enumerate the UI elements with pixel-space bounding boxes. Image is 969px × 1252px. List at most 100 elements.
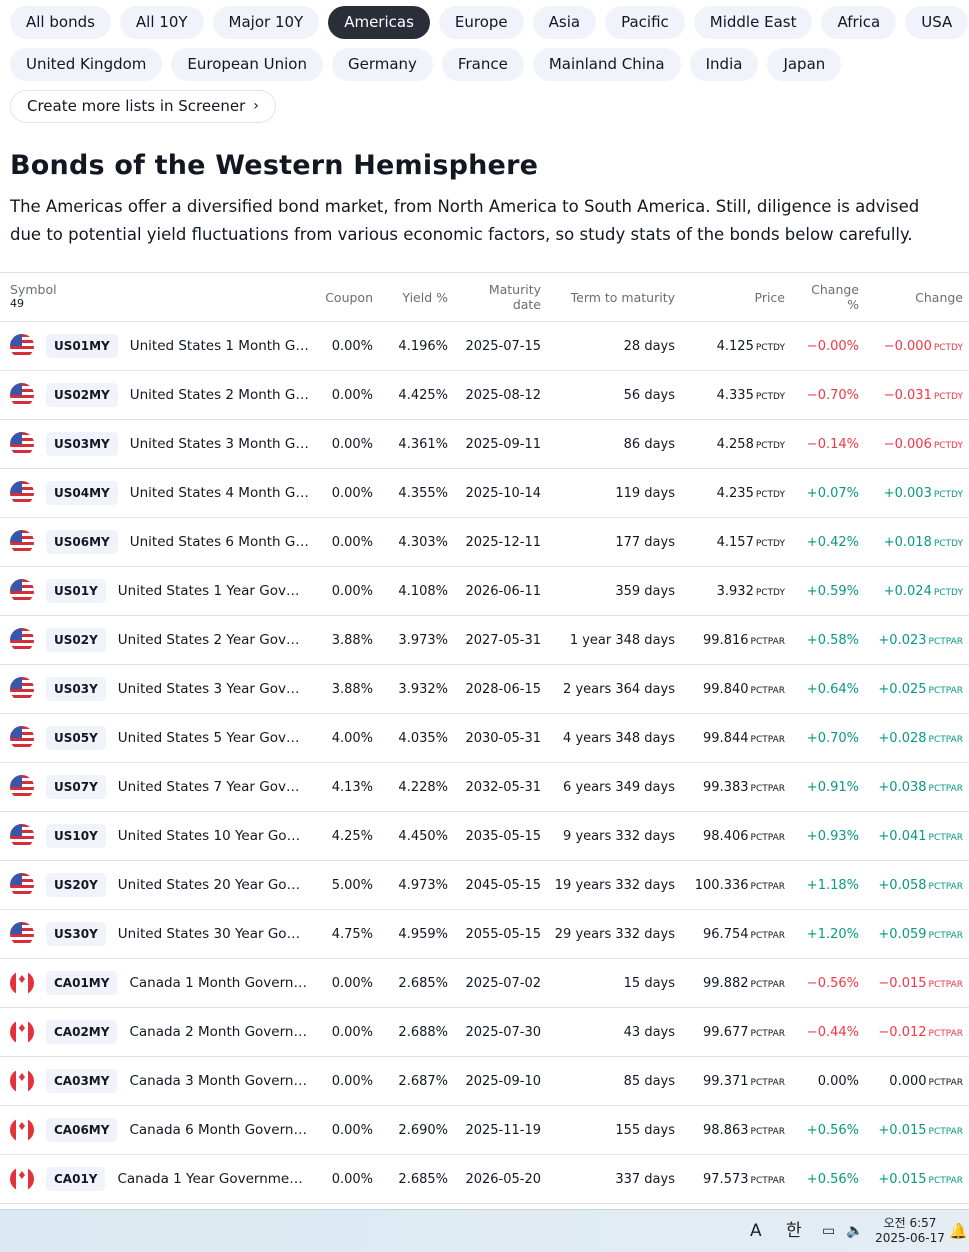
table-row[interactable]: US07Y United States 7 Year Government Not…	[0, 762, 969, 812]
header-term-to-maturity[interactable]: Term to maturity	[547, 272, 681, 322]
change-unit: PCTPAR	[928, 832, 963, 843]
chip-mainland-china[interactable]: Mainland China	[532, 48, 681, 81]
price-cell: 99.882 PCTPAR	[681, 958, 791, 1008]
ticker-badge[interactable]: CA01Y	[46, 1167, 106, 1191]
bond-name[interactable]: United States 2 Year Government Notes	[117, 632, 304, 648]
ticker-badge[interactable]: US01MY	[46, 334, 118, 358]
bond-name[interactable]: United States 2 Month Government Bills	[129, 387, 309, 403]
chip-pacific[interactable]: Pacific	[605, 6, 685, 39]
chip-americas[interactable]: Americas	[328, 6, 430, 39]
table-row[interactable]: US01Y United States 1 Year Government Bil…	[0, 566, 969, 616]
header-yield[interactable]: Yield %	[379, 272, 454, 322]
ticker-badge[interactable]: CA03MY	[46, 1069, 118, 1093]
volume-icon[interactable]: 🔈	[846, 1223, 864, 1239]
chip-european-union[interactable]: European Union	[171, 48, 323, 81]
chip-europe[interactable]: Europe	[438, 6, 524, 39]
chip-japan[interactable]: Japan	[767, 48, 842, 81]
ticker-badge[interactable]: US04MY	[46, 481, 118, 505]
table-row[interactable]: CA01MY Canada 1 Month Government Bills 0.0…	[0, 958, 969, 1008]
ticker-badge[interactable]: US30Y	[46, 922, 106, 946]
ticker-badge[interactable]: CA02MY	[46, 1020, 118, 1044]
header-coupon[interactable]: Coupon	[315, 272, 379, 322]
change-value: −0.015	[878, 975, 927, 991]
canada-flag-icon	[10, 1118, 34, 1142]
table-row[interactable]: US05Y United States 5 Year Government Not…	[0, 713, 969, 763]
table-row[interactable]: US01MY United States 1 Month Government B…	[0, 321, 969, 371]
table-row[interactable]: US03MY United States 3 Month Government B…	[0, 419, 969, 469]
table-row[interactable]: US30Y United States 30 Year Government Bo…	[0, 909, 969, 959]
ticker-badge[interactable]: US20Y	[46, 873, 106, 897]
chip-africa[interactable]: Africa	[821, 6, 897, 39]
ticker-badge[interactable]: US05Y	[46, 726, 106, 750]
table-row[interactable]: US20Y United States 20 Year Government Bo…	[0, 860, 969, 910]
ticker-badge[interactable]: US03MY	[46, 432, 118, 456]
chip-india[interactable]: India	[689, 48, 759, 81]
bond-name[interactable]: United States 5 Year Government Notes	[117, 730, 304, 746]
bond-name[interactable]: United States 6 Month Government Bills	[129, 534, 309, 550]
bond-name[interactable]: Canada 1 Month Government Bills	[129, 975, 309, 991]
bond-name[interactable]: United States 1 Month Government Bills	[129, 338, 309, 354]
maturity-cell: 2025-11-19	[454, 1105, 547, 1155]
bond-name[interactable]: United States 3 Month Government Bills	[129, 436, 309, 452]
symbol-cell: CA03MY Canada 3 Month Government Bills	[0, 1056, 315, 1106]
table-row[interactable]: US04MY United States 4 Month Government B…	[0, 468, 969, 518]
ticker-badge[interactable]: US10Y	[46, 824, 106, 848]
table-row[interactable]: US02MY United States 2 Month Government B…	[0, 370, 969, 420]
price-cell: 4.258 PCTDY	[681, 419, 791, 469]
ime-mode-indicator[interactable]: A	[750, 1221, 762, 1241]
system-clock[interactable]: 오전 6:57 2025-06-17	[875, 1216, 945, 1246]
create-lists-screener-button[interactable]: Create more lists in Screener ›	[10, 90, 276, 123]
table-row[interactable]: US06MY United States 6 Month Government B…	[0, 517, 969, 567]
table-row[interactable]: US02Y United States 2 Year Government Not…	[0, 615, 969, 665]
ticker-badge[interactable]: US06MY	[46, 530, 118, 554]
table-row[interactable]: CA02MY Canada 2 Month Government Bills 0.0…	[0, 1007, 969, 1057]
ticker-badge[interactable]: CA01MY	[46, 971, 118, 995]
bond-name[interactable]: Canada 2 Month Government Bills	[129, 1024, 309, 1040]
header-change[interactable]: Change	[865, 272, 969, 322]
price-value: 100.336	[694, 877, 749, 893]
bond-name[interactable]: United States 4 Month Government Bills	[129, 485, 309, 501]
header-price[interactable]: Price	[681, 272, 791, 322]
table-row[interactable]: CA03MY Canada 3 Month Government Bills 0.0…	[0, 1056, 969, 1106]
bond-name[interactable]: United States 30 Year Government Bonds	[117, 926, 304, 942]
table-row[interactable]: CA01Y Canada 1 Year Government Bills 0.00%…	[0, 1154, 969, 1204]
price-cell: 98.406 PCTPAR	[681, 811, 791, 861]
change-value: +0.028	[878, 730, 927, 746]
header-symbol[interactable]: Symbol 49	[0, 272, 315, 322]
chip-middle-east[interactable]: Middle East	[693, 6, 813, 39]
chip-all-10y[interactable]: All 10Y	[119, 6, 204, 39]
chip-united-kingdom[interactable]: United Kingdom	[10, 48, 163, 81]
bond-name[interactable]: Canada 1 Year Government Bills	[117, 1171, 304, 1187]
bond-name[interactable]: Canada 6 Month Government Bills	[129, 1122, 309, 1138]
chip-asia[interactable]: Asia	[532, 6, 597, 39]
ticker-badge[interactable]: US02Y	[46, 628, 106, 652]
table-row[interactable]: US10Y United States 10 Year Government No…	[0, 811, 969, 861]
ticker-badge[interactable]: US07Y	[46, 775, 106, 799]
price-unit: PCTDY	[755, 538, 785, 549]
header-maturity-date[interactable]: Maturity date	[454, 272, 547, 322]
price-cell: 99.840 PCTPAR	[681, 664, 791, 714]
chip-usa[interactable]: USA	[905, 6, 969, 39]
table-row[interactable]: CA06MY Canada 6 Month Government Bills 0.0…	[0, 1105, 969, 1155]
header-change-percent[interactable]: Change %	[791, 272, 865, 322]
language-indicator[interactable]: 한	[786, 1221, 802, 1241]
chip-all-bonds[interactable]: All bonds	[10, 6, 111, 39]
term-cell: 2 years 364 days	[547, 664, 681, 714]
bond-name[interactable]: Canada 3 Month Government Bills	[129, 1073, 309, 1089]
ticker-badge[interactable]: US01Y	[46, 579, 106, 603]
bond-name[interactable]: United States 1 Year Government Bills	[117, 583, 304, 599]
network-icon[interactable]: ▭	[822, 1223, 836, 1239]
notification-bell-icon[interactable]: 🔔	[949, 1222, 968, 1240]
bond-name[interactable]: United States 20 Year Government Bonds	[117, 877, 304, 893]
chip-major-10y[interactable]: Major 10Y	[212, 6, 320, 39]
ticker-badge[interactable]: US03Y	[46, 677, 106, 701]
ticker-badge[interactable]: CA06MY	[46, 1118, 118, 1142]
chip-germany[interactable]: Germany	[331, 48, 433, 81]
table-row[interactable]: US03Y United States 3 Year Government Not…	[0, 664, 969, 714]
bond-name[interactable]: United States 10 Year Government Notes	[117, 828, 304, 844]
bond-name[interactable]: United States 3 Year Government Notes	[117, 681, 304, 697]
bond-name[interactable]: United States 7 Year Government Notes	[117, 779, 304, 795]
chip-france[interactable]: France	[441, 48, 524, 81]
symbol-cell: US07Y United States 7 Year Government Not…	[0, 762, 315, 812]
ticker-badge[interactable]: US02MY	[46, 383, 118, 407]
